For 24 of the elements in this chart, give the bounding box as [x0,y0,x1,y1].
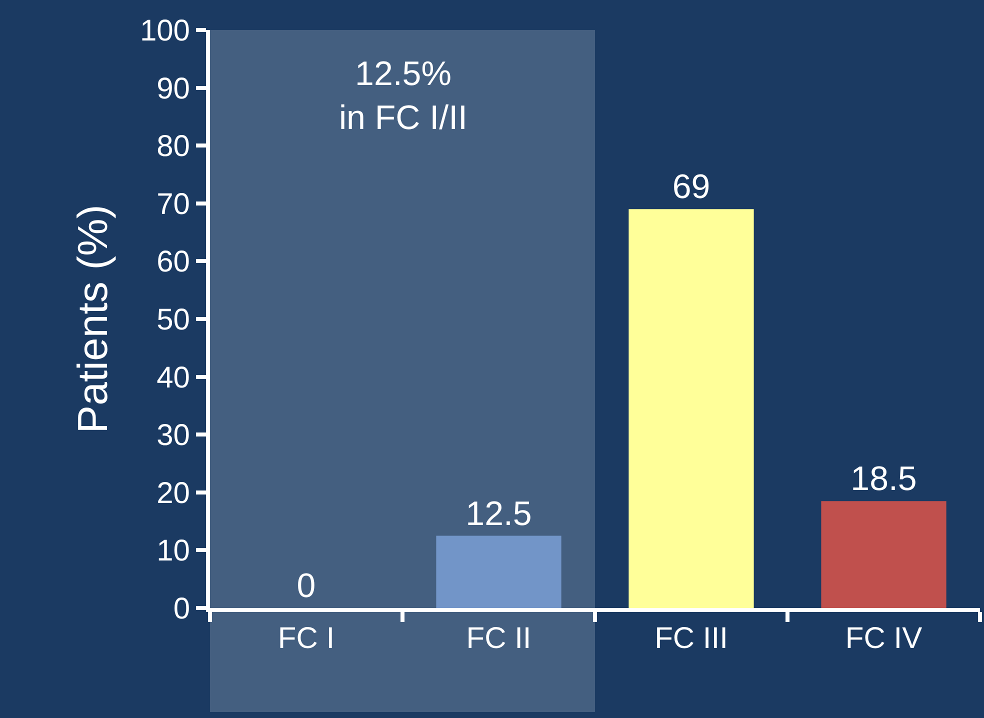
band-label: 12.5% in FC I/II [339,55,468,138]
x-tick-label: FC IV [845,622,922,655]
y-tick-label: 100 [140,14,190,48]
y-tick-label: 20 [156,476,190,510]
data-label: 0 [296,567,316,605]
y-tick-label: 90 [156,72,190,106]
y-tick-label: 40 [156,361,190,394]
bar [628,209,754,608]
data-label: 69 [672,168,710,206]
x-tick-label: FC III [654,622,728,655]
bar [436,536,562,608]
y-tick-label: 80 [156,130,190,164]
y-tick-label: 70 [156,188,190,221]
y-tick-label: 0 [173,592,190,626]
y-tick-label: 50 [156,304,190,336]
x-tick-label: FC II [466,622,532,655]
y-axis-title: Patients (%) [69,204,116,434]
y-tick-label: 30 [156,419,190,452]
data-label: 18.5 [850,460,917,498]
data-label: 12.5 [466,494,532,533]
y-tick-label: 60 [156,246,190,279]
bar [821,501,946,608]
x-tick-label: FC I [278,622,335,655]
y-tick-label: 10 [156,534,190,568]
